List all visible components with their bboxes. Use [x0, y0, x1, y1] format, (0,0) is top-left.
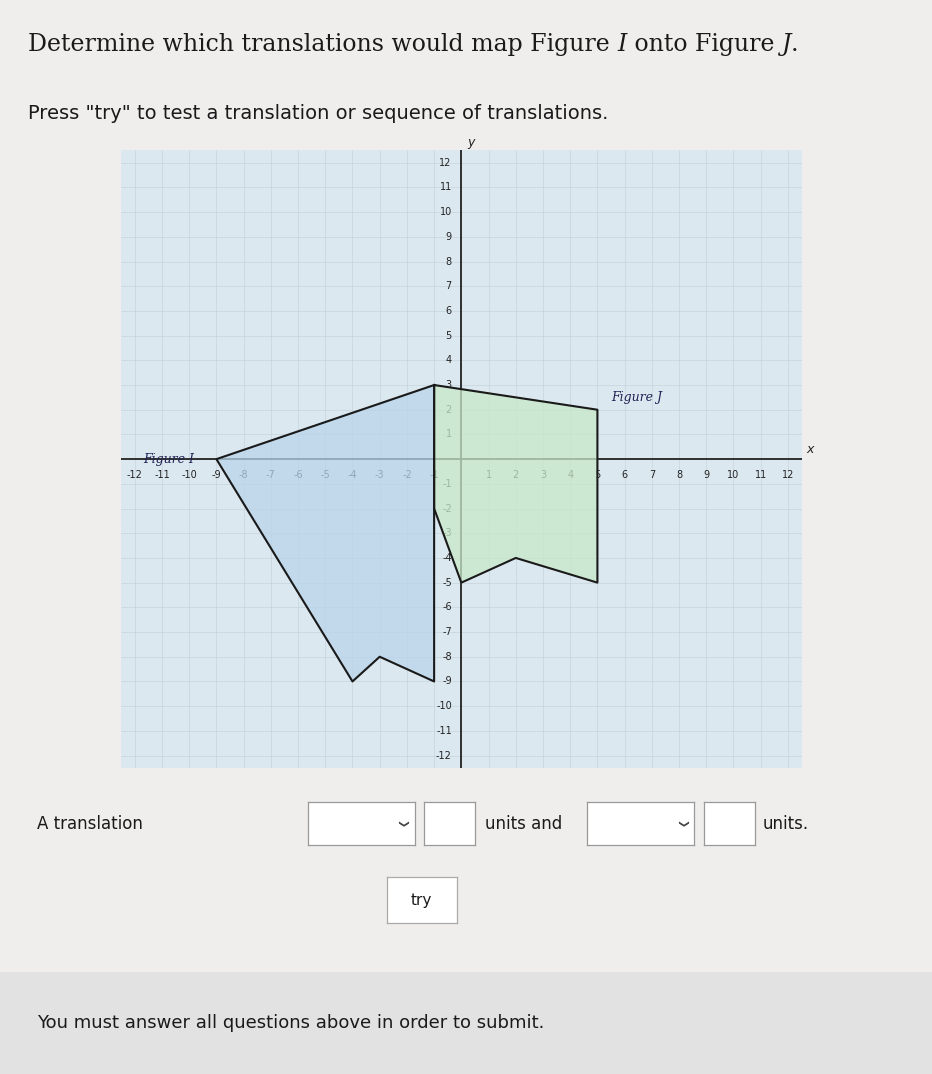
Text: Figure I: Figure I	[144, 452, 195, 466]
Text: 2: 2	[513, 470, 519, 480]
Text: -11: -11	[436, 726, 452, 736]
Text: 3: 3	[445, 380, 452, 390]
Text: -6: -6	[442, 603, 452, 612]
Text: I: I	[617, 33, 626, 56]
Text: Press "try" to test a translation or sequence of translations.: Press "try" to test a translation or seq…	[28, 104, 609, 124]
Text: -5: -5	[321, 470, 330, 480]
Text: 1: 1	[486, 470, 491, 480]
Text: -12: -12	[436, 751, 452, 760]
Text: 12: 12	[440, 158, 452, 168]
Text: -4: -4	[348, 470, 357, 480]
Text: 3: 3	[540, 470, 546, 480]
Text: 6: 6	[445, 306, 452, 316]
Text: -12: -12	[127, 470, 143, 480]
Text: 8: 8	[445, 257, 452, 266]
Text: -3: -3	[442, 528, 452, 538]
Polygon shape	[216, 386, 434, 681]
Text: x: x	[806, 442, 814, 455]
Text: 5: 5	[445, 331, 452, 340]
Text: -8: -8	[239, 470, 249, 480]
Text: y: y	[467, 136, 474, 149]
Text: .: .	[791, 33, 799, 56]
Text: 4: 4	[568, 470, 573, 480]
Text: 8: 8	[676, 470, 682, 480]
Text: Figure J: Figure J	[611, 391, 662, 404]
Text: 2: 2	[445, 405, 452, 415]
Text: J: J	[782, 33, 791, 56]
Text: 11: 11	[440, 183, 452, 192]
Text: 12: 12	[782, 470, 794, 480]
Text: try: try	[411, 892, 432, 908]
Text: -7: -7	[266, 470, 276, 480]
Text: 7: 7	[445, 281, 452, 291]
Text: -10: -10	[436, 701, 452, 711]
Text: units and: units and	[485, 815, 562, 832]
Text: You must answer all questions above in order to submit.: You must answer all questions above in o…	[37, 1014, 544, 1032]
Text: 6: 6	[622, 470, 627, 480]
Text: 10: 10	[727, 470, 740, 480]
Text: 1: 1	[445, 430, 452, 439]
Text: -9: -9	[442, 677, 452, 686]
Text: -8: -8	[442, 652, 452, 662]
Text: 11: 11	[755, 470, 767, 480]
Text: ❯: ❯	[677, 819, 687, 828]
Text: -7: -7	[442, 627, 452, 637]
Text: -1: -1	[430, 470, 439, 480]
Text: units.: units.	[762, 815, 808, 832]
Text: -9: -9	[212, 470, 221, 480]
Text: -3: -3	[375, 470, 385, 480]
Text: 5: 5	[595, 470, 600, 480]
Text: -2: -2	[402, 470, 412, 480]
Text: -4: -4	[442, 553, 452, 563]
Text: -6: -6	[294, 470, 303, 480]
Text: -5: -5	[442, 578, 452, 587]
Polygon shape	[434, 386, 597, 582]
Text: -1: -1	[442, 479, 452, 489]
Text: Determine which translations would map Figure: Determine which translations would map F…	[28, 33, 617, 56]
Text: -10: -10	[182, 470, 197, 480]
Text: ❯: ❯	[397, 819, 407, 828]
Text: 10: 10	[440, 207, 452, 217]
Text: 4: 4	[445, 355, 452, 365]
Text: -11: -11	[154, 470, 170, 480]
Text: onto Figure: onto Figure	[626, 33, 782, 56]
Text: -2: -2	[442, 504, 452, 513]
Text: 9: 9	[704, 470, 709, 480]
Text: 9: 9	[445, 232, 452, 242]
Text: 7: 7	[649, 470, 655, 480]
Text: A translation: A translation	[37, 815, 144, 832]
